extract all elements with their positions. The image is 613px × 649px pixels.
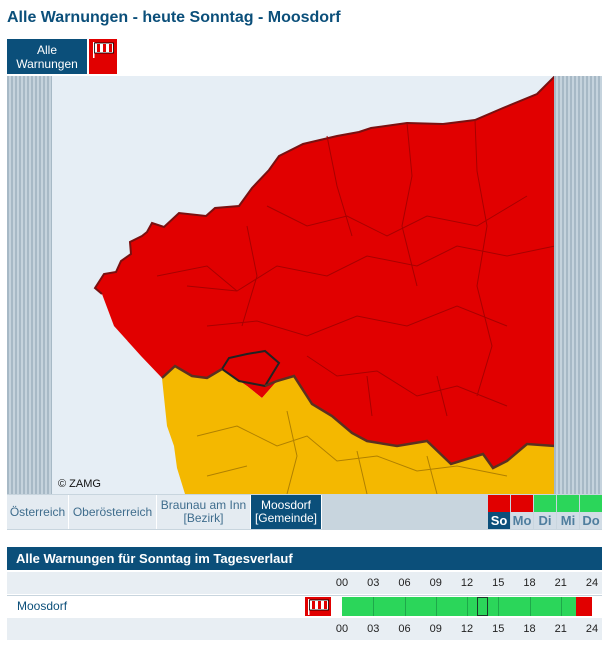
timeline-gridline bbox=[529, 597, 531, 616]
tab-braunau[interactable]: Braunau am Inn [Bezirk] bbox=[157, 495, 251, 529]
day-mo[interactable]: Mo bbox=[511, 495, 533, 529]
red-warning-region bbox=[95, 76, 555, 468]
day-color-swatch bbox=[580, 495, 602, 512]
time-tick: 15 bbox=[492, 623, 505, 635]
timeline-gridline bbox=[467, 597, 468, 616]
map-border-right bbox=[554, 76, 602, 494]
yellow-warning-region bbox=[162, 366, 555, 494]
day-label: Di bbox=[534, 512, 556, 529]
time-tick: 12 bbox=[460, 577, 474, 589]
time-tick: 03 bbox=[367, 577, 380, 589]
timeline-segment bbox=[576, 597, 592, 616]
day-label: Mo bbox=[511, 512, 533, 529]
warning-timeline bbox=[342, 597, 592, 616]
timeline-gridline bbox=[404, 597, 406, 616]
map-copyright: © ZAMG bbox=[58, 478, 101, 490]
time-tick: 18 bbox=[523, 623, 536, 635]
day-color-swatch bbox=[511, 495, 533, 512]
time-axis-bottom: 00 03 06 09 12 15 18 21 24 bbox=[7, 618, 602, 640]
time-tick: 00 bbox=[335, 623, 349, 635]
map-border-left bbox=[7, 76, 52, 494]
time-tick: 12 bbox=[460, 623, 474, 635]
time-tick: 21 bbox=[554, 623, 567, 635]
time-tick: 09 bbox=[429, 577, 442, 589]
page-title: Alle Warnungen - heute Sonntag - Moosdor… bbox=[7, 9, 341, 26]
day-label: Do bbox=[580, 512, 602, 529]
time-tick: 18 bbox=[523, 577, 536, 589]
time-axis-top: 00 03 06 09 12 15 18 21 24 bbox=[7, 572, 602, 594]
timeline-gridline bbox=[373, 597, 375, 616]
tab-moosdorf[interactable]: Moosdorf [Gemeinde] bbox=[251, 495, 322, 529]
time-tick: 09 bbox=[429, 623, 442, 635]
timeline-gridline bbox=[498, 597, 500, 616]
wind-warning-indicator[interactable] bbox=[305, 597, 331, 616]
timeline-gridline bbox=[435, 597, 437, 616]
location-name: Moosdorf bbox=[17, 599, 68, 613]
day-do[interactable]: Do bbox=[580, 495, 602, 529]
wind-icon bbox=[308, 599, 329, 615]
day-color-swatch bbox=[557, 495, 579, 512]
time-tick: 15 bbox=[492, 577, 505, 589]
day-label: So bbox=[488, 512, 510, 529]
tab-oesterreich[interactable]: Österreich bbox=[7, 495, 69, 529]
time-tick: 24 bbox=[585, 623, 599, 635]
location-row[interactable]: Moosdorf bbox=[7, 595, 602, 619]
time-tick: 21 bbox=[554, 577, 567, 589]
day-color-swatch bbox=[534, 495, 556, 512]
time-tick: 06 bbox=[398, 577, 411, 589]
time-tick: 06 bbox=[398, 623, 411, 635]
wind-icon bbox=[93, 42, 114, 58]
wind-warning-button[interactable] bbox=[89, 39, 117, 74]
all-warnings-button[interactable]: Alle Warnungen bbox=[7, 39, 87, 74]
day-mi[interactable]: Mi bbox=[557, 495, 579, 529]
time-tick: 24 bbox=[585, 577, 599, 589]
timeline-gridline bbox=[560, 597, 562, 616]
day-label: Mi bbox=[557, 512, 579, 529]
section-title: Alle Warnungen für Sonntag im Tagesverla… bbox=[7, 547, 602, 570]
current-time-marker bbox=[477, 597, 488, 616]
day-color-swatch bbox=[488, 495, 510, 512]
day-di[interactable]: Di bbox=[534, 495, 556, 529]
time-tick: 03 bbox=[367, 623, 380, 635]
time-tick: 00 bbox=[335, 577, 349, 589]
tab-oberoesterreich[interactable]: Oberösterreich bbox=[69, 495, 157, 529]
region-tabs: Österreich Oberösterreich Braunau am Inn… bbox=[7, 494, 602, 530]
timeline-segment bbox=[342, 597, 577, 616]
warning-map[interactable]: © ZAMG bbox=[7, 76, 602, 494]
day-so[interactable]: So bbox=[488, 495, 510, 529]
